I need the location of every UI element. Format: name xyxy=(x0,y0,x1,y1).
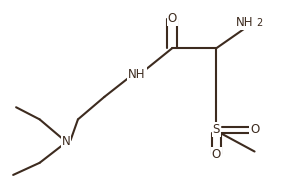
Text: NH: NH xyxy=(236,16,253,29)
Text: O: O xyxy=(250,123,259,136)
Text: O: O xyxy=(212,148,221,161)
Text: N: N xyxy=(62,135,70,148)
Text: NH: NH xyxy=(128,68,146,81)
Text: S: S xyxy=(213,123,220,136)
Text: O: O xyxy=(167,12,177,25)
Text: 2: 2 xyxy=(256,18,262,28)
